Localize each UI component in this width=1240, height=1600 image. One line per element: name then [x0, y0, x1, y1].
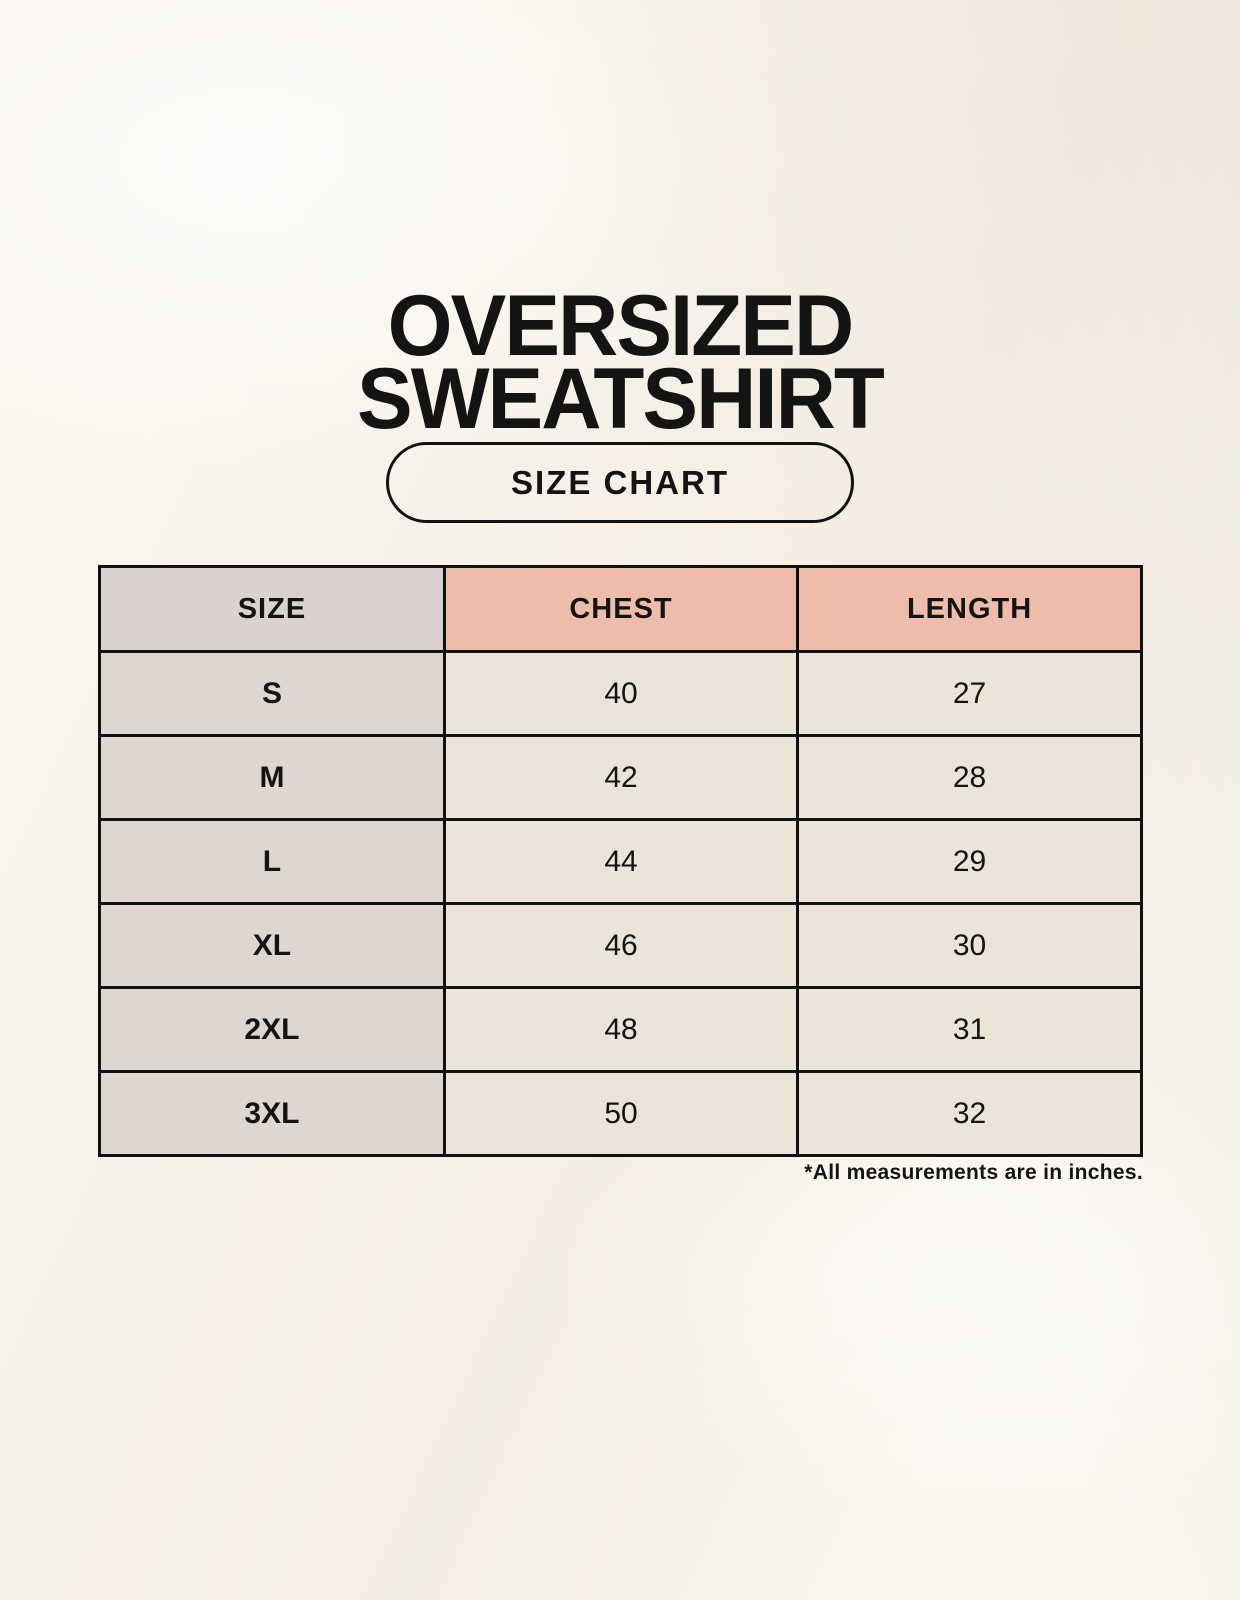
- table-row: L 44 29: [98, 818, 1143, 905]
- chest-value-cell: 44: [442, 818, 800, 905]
- column-header-size: SIZE: [98, 565, 446, 653]
- size-chart-button[interactable]: SIZE CHART: [386, 442, 854, 523]
- page-title-line1: OVERSIZED: [387, 277, 855, 374]
- size-label-cell: M: [98, 734, 446, 821]
- column-header-length: LENGTH: [796, 565, 1143, 653]
- column-header-chest: CHEST: [442, 565, 800, 653]
- table-row: M 42 28: [98, 734, 1143, 821]
- chest-value-cell: 48: [442, 986, 800, 1073]
- measurements-footnote: *All measurements are in inches.: [804, 1161, 1143, 1184]
- chest-value-cell: 42: [442, 734, 800, 821]
- size-label-cell: S: [98, 650, 446, 737]
- length-value-cell: 30: [796, 902, 1143, 989]
- length-value-cell: 32: [796, 1070, 1143, 1157]
- chest-value-cell: 50: [442, 1070, 800, 1157]
- length-value-cell: 29: [796, 818, 1143, 905]
- chest-value-cell: 46: [442, 902, 800, 989]
- chest-value-cell: 40: [442, 650, 800, 737]
- size-label-cell: 3XL: [98, 1070, 446, 1157]
- table-header-row: SIZE CHEST LENGTH: [98, 565, 1143, 653]
- size-table: SIZE CHEST LENGTH S 40 27 M 42 28 L 44 2…: [98, 565, 1143, 1157]
- table-row: S 40 27: [98, 650, 1143, 737]
- size-label-cell: XL: [98, 902, 446, 989]
- length-value-cell: 27: [796, 650, 1143, 737]
- size-table-body: S 40 27 M 42 28 L 44 29 XL 46 30 2XL 48 …: [98, 650, 1143, 1157]
- page-title-line2: SWEATSHIRT: [357, 350, 885, 447]
- table-row: 2XL 48 31: [98, 986, 1143, 1073]
- size-label-cell: 2XL: [98, 986, 446, 1073]
- table-row: XL 46 30: [98, 902, 1143, 989]
- length-value-cell: 31: [796, 986, 1143, 1073]
- page-title: OVERSIZED SWEATSHIRT: [19, 277, 1222, 447]
- size-label-cell: L: [98, 818, 446, 905]
- table-row: 3XL 50 32: [98, 1070, 1143, 1157]
- length-value-cell: 28: [796, 734, 1143, 821]
